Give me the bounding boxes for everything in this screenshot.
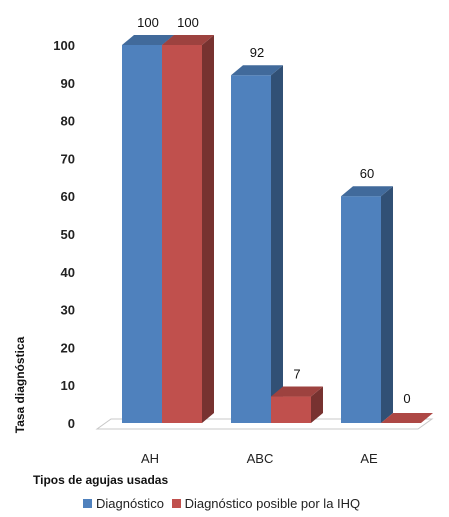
bar-ae-diagn-stico-posible-por-la-ihq [381, 413, 433, 423]
x-tick-label-ae: AE [360, 451, 378, 466]
y-tick-label-90: 90 [61, 76, 75, 91]
data-label-ah-diagn-stico-posible-por-la-ihq: 100 [177, 15, 199, 30]
legend-swatch-diagnostico [83, 499, 92, 508]
bar-top-ah-diagn-stico-posible-por-la-ihq [162, 35, 214, 45]
legend: Diagnóstico Diagnóstico posible por la I… [83, 496, 364, 511]
data-label-ah-diagn-stico: 100 [137, 15, 159, 30]
y-tick-label-80: 80 [61, 114, 75, 129]
x-axis-label: Tipos de agujas usadas [33, 473, 168, 487]
x-tick-label-abc: ABC [247, 451, 274, 466]
y-tick-label-30: 30 [61, 303, 75, 318]
y-tick-label-100: 100 [53, 38, 75, 53]
x-tick-label-ah: AH [141, 451, 159, 466]
data-label-ae-diagn-stico-posible-por-la-ihq: 0 [403, 391, 410, 406]
y-tick-label-0: 0 [68, 416, 75, 431]
y-tick-label-70: 70 [61, 151, 75, 166]
y-tick-label-60: 60 [61, 189, 75, 204]
bar-side-ae-diagn-stico [381, 186, 393, 423]
legend-item-diagnostico: Diagnóstico [83, 496, 164, 511]
data-label-ae-diagn-stico: 60 [360, 166, 374, 181]
bar-ah-diagn-stico [122, 45, 162, 423]
legend-swatch-ihq [171, 499, 181, 508]
data-label-abc-diagn-stico: 92 [250, 45, 264, 60]
bar-top-abc-diagn-stico-posible-por-la-ihq [271, 386, 323, 397]
y-axis-label: Tasa diagnóstica [13, 336, 27, 433]
legend-item-ihq: Diagnóstico posible por la IHQ [171, 496, 361, 511]
bar-top-abc-diagn-stico [231, 65, 283, 76]
legend-label-diagnostico: Diagnóstico [96, 496, 164, 511]
bar-side-abc-diagn-stico-posible-por-la-ihq [311, 386, 323, 423]
data-label-abc-diagn-stico-posible-por-la-ihq: 7 [293, 367, 300, 382]
bar-ah-diagn-stico-posible-por-la-ihq [162, 45, 202, 423]
y-tick-label-20: 20 [61, 340, 75, 355]
bar-top-ae-diagn-stico [341, 186, 393, 197]
bar-ae-diagn-stico [341, 196, 381, 423]
bar-abc-diagn-stico [231, 75, 271, 424]
bar-side-ah-diagn-stico-posible-por-la-ihq [202, 35, 214, 423]
bar-top-ah-diagn-stico [122, 35, 174, 45]
bar-side-abc-diagn-stico [271, 65, 283, 424]
y-tick-label-10: 10 [61, 378, 75, 393]
bar-abc-diagn-stico-posible-por-la-ihq [271, 396, 311, 423]
y-tick-label-50: 50 [61, 227, 75, 242]
legend-label-ihq: Diagnóstico posible por la IHQ [184, 496, 361, 511]
y-tick-label-40: 40 [61, 265, 75, 280]
